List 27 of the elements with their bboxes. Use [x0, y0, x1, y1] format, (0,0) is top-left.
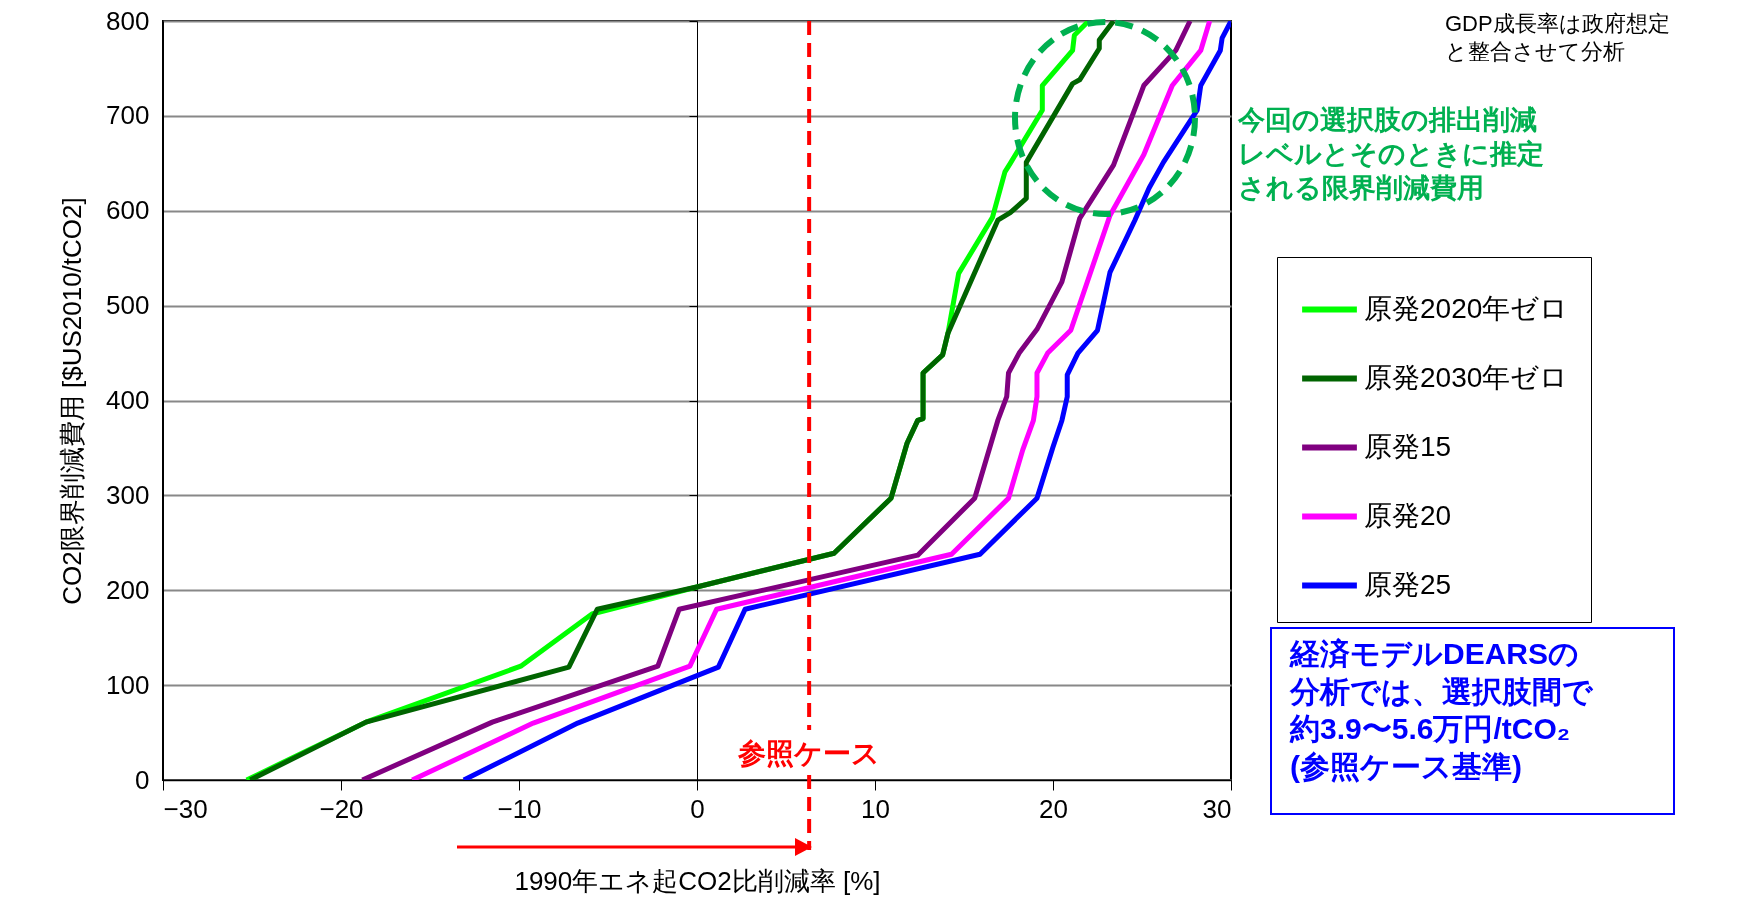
y-tick-label: 100: [106, 669, 150, 700]
text: 今回の選択肢の排出削減レベルとそのときに推定される限界削減費用: [1238, 104, 1545, 205]
y-tick-label: 500: [106, 290, 150, 321]
legend-label: 原発2020年ゼロ: [1364, 292, 1569, 324]
y-tick-label: 200: [106, 574, 150, 605]
text: GDP成長率は政府想定と整合させて分析: [1445, 10, 1671, 65]
x-tick-label: −10: [497, 793, 542, 824]
y-axis-title: CO2限界削減費用 [$US2010/tCO2]: [57, 197, 88, 605]
x-tick-label: 30: [1202, 793, 1232, 824]
x-axis-title: 1990年エネ起CO2比削減率 [%]: [514, 865, 881, 896]
x-tick-label: 10: [861, 793, 890, 824]
legend-label: 原発15: [1364, 430, 1452, 462]
ref-line-label: 参照ケース: [737, 738, 881, 769]
y-tick-label: 400: [106, 385, 150, 415]
legend-label: 原発2030年ゼロ: [1364, 361, 1569, 393]
y-tick-label: 0: [135, 764, 150, 795]
x-tick-label: −30: [163, 793, 208, 824]
y-tick-label: 600: [106, 195, 150, 226]
x-tick-label: −20: [319, 793, 364, 824]
y-tick-label: 700: [106, 100, 150, 131]
legend-label: 原発20: [1364, 499, 1452, 531]
y-tick-label: 800: [106, 5, 150, 36]
y-tick-label: 300: [106, 479, 150, 510]
x-tick-label: 20: [1039, 793, 1068, 824]
x-tick-label: 0: [690, 793, 705, 824]
text: 経済モデルDEARSの分析では、選択肢間で約3.9〜5.6万円/tCO₂(参照ケース基準): [1270, 627, 1675, 815]
legend-label: 原発25: [1364, 568, 1452, 600]
